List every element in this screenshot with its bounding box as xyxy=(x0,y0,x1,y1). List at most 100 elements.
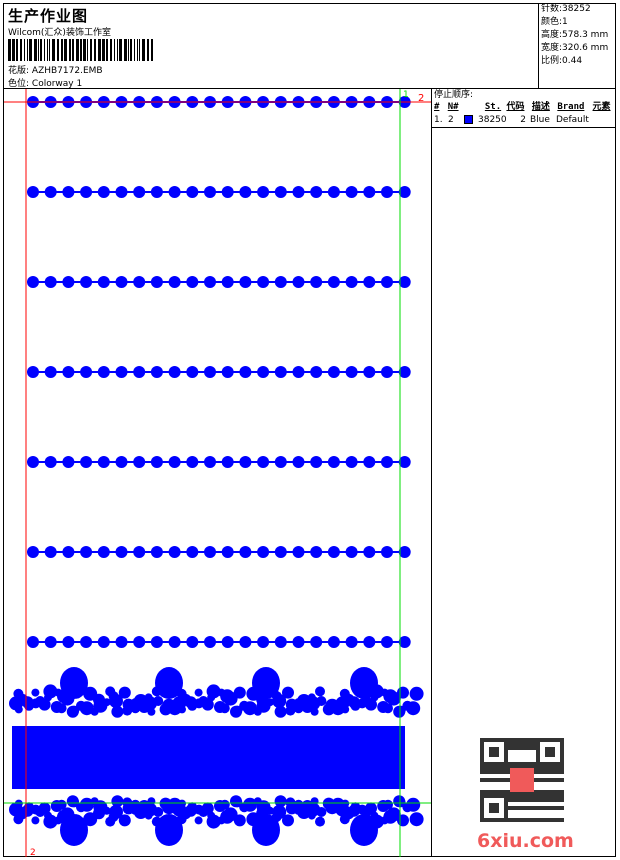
qr-module xyxy=(500,770,504,774)
qr-finder xyxy=(489,803,499,813)
barcode-bar xyxy=(94,39,96,61)
lace-motif xyxy=(383,703,393,714)
qr-module xyxy=(532,806,536,810)
qr-module xyxy=(560,806,564,810)
qr-module xyxy=(520,746,524,750)
sequin-dot xyxy=(257,276,270,288)
sequin-dot xyxy=(27,546,39,558)
qr-module xyxy=(488,770,492,774)
sequin-dot xyxy=(168,636,181,648)
lace-motif xyxy=(243,797,257,812)
barcode-bar xyxy=(119,39,122,61)
sequin-dot xyxy=(80,186,93,198)
qr-module xyxy=(544,818,548,822)
barcode-bar xyxy=(38,39,39,61)
qr-module xyxy=(500,778,504,782)
barcode-bar xyxy=(16,39,18,61)
lace-motif xyxy=(111,795,124,808)
qr-module xyxy=(492,770,496,774)
barcode-bar xyxy=(106,39,108,61)
lace-motif xyxy=(316,696,327,706)
sequin-dot xyxy=(292,546,305,558)
sequin-dot xyxy=(186,186,199,198)
qr-module xyxy=(536,794,540,798)
qr-module xyxy=(524,818,528,822)
qr-module xyxy=(512,798,516,802)
qr-module xyxy=(556,778,560,782)
lace-motif xyxy=(315,686,325,697)
qr-module xyxy=(480,766,484,770)
qr-finder xyxy=(489,747,499,757)
barcode-bar xyxy=(8,39,11,61)
lace-motif xyxy=(272,805,287,819)
barcode-bar xyxy=(124,39,127,61)
table-row[interactable]: 1. 2 38250 2 Blue Default xyxy=(432,114,616,128)
stat-height: 高度:578.3 mm xyxy=(541,30,609,40)
start-marker: 1 xyxy=(403,90,409,100)
sequin-dot xyxy=(150,456,163,468)
sequin-dot xyxy=(221,186,234,198)
qr-module xyxy=(556,766,560,770)
lace-motif xyxy=(397,686,409,699)
lace-motif xyxy=(310,797,319,806)
sequin-dot xyxy=(27,366,39,378)
lace-flower xyxy=(350,814,378,846)
qr-module xyxy=(544,766,548,770)
qr-module xyxy=(508,806,512,810)
lace-motif xyxy=(233,686,246,699)
qr-module xyxy=(532,798,536,802)
lace-motif xyxy=(194,816,203,825)
qr-module xyxy=(516,818,520,822)
lace-motif xyxy=(147,707,156,716)
sequin-dot xyxy=(345,366,358,378)
barcode-bar xyxy=(83,39,86,61)
barcode-bar xyxy=(130,39,132,61)
sequin-dot xyxy=(239,366,252,378)
qr-module xyxy=(524,742,528,746)
colorway-label: 色位: xyxy=(8,79,30,89)
barcode-bar xyxy=(90,39,92,61)
studio-name: Wilcom(汇众)装饰工作室 xyxy=(8,28,111,38)
sequin-dot xyxy=(204,276,216,288)
qr-module xyxy=(492,778,496,782)
sequin-dot xyxy=(381,546,393,558)
lace-motif xyxy=(315,816,325,827)
qr-module xyxy=(536,806,540,810)
qr-module xyxy=(556,790,560,794)
qr-module xyxy=(488,778,492,782)
sequin-dot xyxy=(327,546,340,558)
qr-module xyxy=(524,798,528,802)
sequin-dot xyxy=(186,276,199,288)
qr-finder xyxy=(536,738,564,766)
lace-motif xyxy=(79,797,94,812)
barcode-bar xyxy=(24,39,25,61)
qr-module xyxy=(544,770,548,774)
lace-motif xyxy=(109,694,123,708)
qr-finder xyxy=(480,794,508,822)
qr-module xyxy=(496,770,500,774)
qr-module xyxy=(496,790,500,794)
barcode-bar xyxy=(40,39,42,61)
lace-motif xyxy=(111,705,124,718)
sequin-dot xyxy=(62,546,75,558)
qr-module xyxy=(500,766,504,770)
sequin-dot xyxy=(133,546,146,558)
lace-flower xyxy=(155,667,183,699)
qr-module xyxy=(512,742,516,746)
sequin-dot xyxy=(363,276,376,288)
end-marker: 2 xyxy=(418,93,424,104)
barcode-bar xyxy=(64,39,67,61)
qr-module xyxy=(512,794,516,798)
lace-motif xyxy=(118,814,131,827)
qr-module xyxy=(540,766,544,770)
lace-motif xyxy=(31,816,40,825)
lace-flower xyxy=(60,667,88,699)
sequin-dot xyxy=(97,636,110,648)
qr-module xyxy=(548,790,552,794)
sequin-dot xyxy=(292,276,305,288)
lace-motif xyxy=(206,814,221,829)
qr-module xyxy=(552,766,556,770)
qr-module xyxy=(548,794,552,798)
qr-module xyxy=(504,790,508,794)
barcode-bar xyxy=(52,39,55,61)
